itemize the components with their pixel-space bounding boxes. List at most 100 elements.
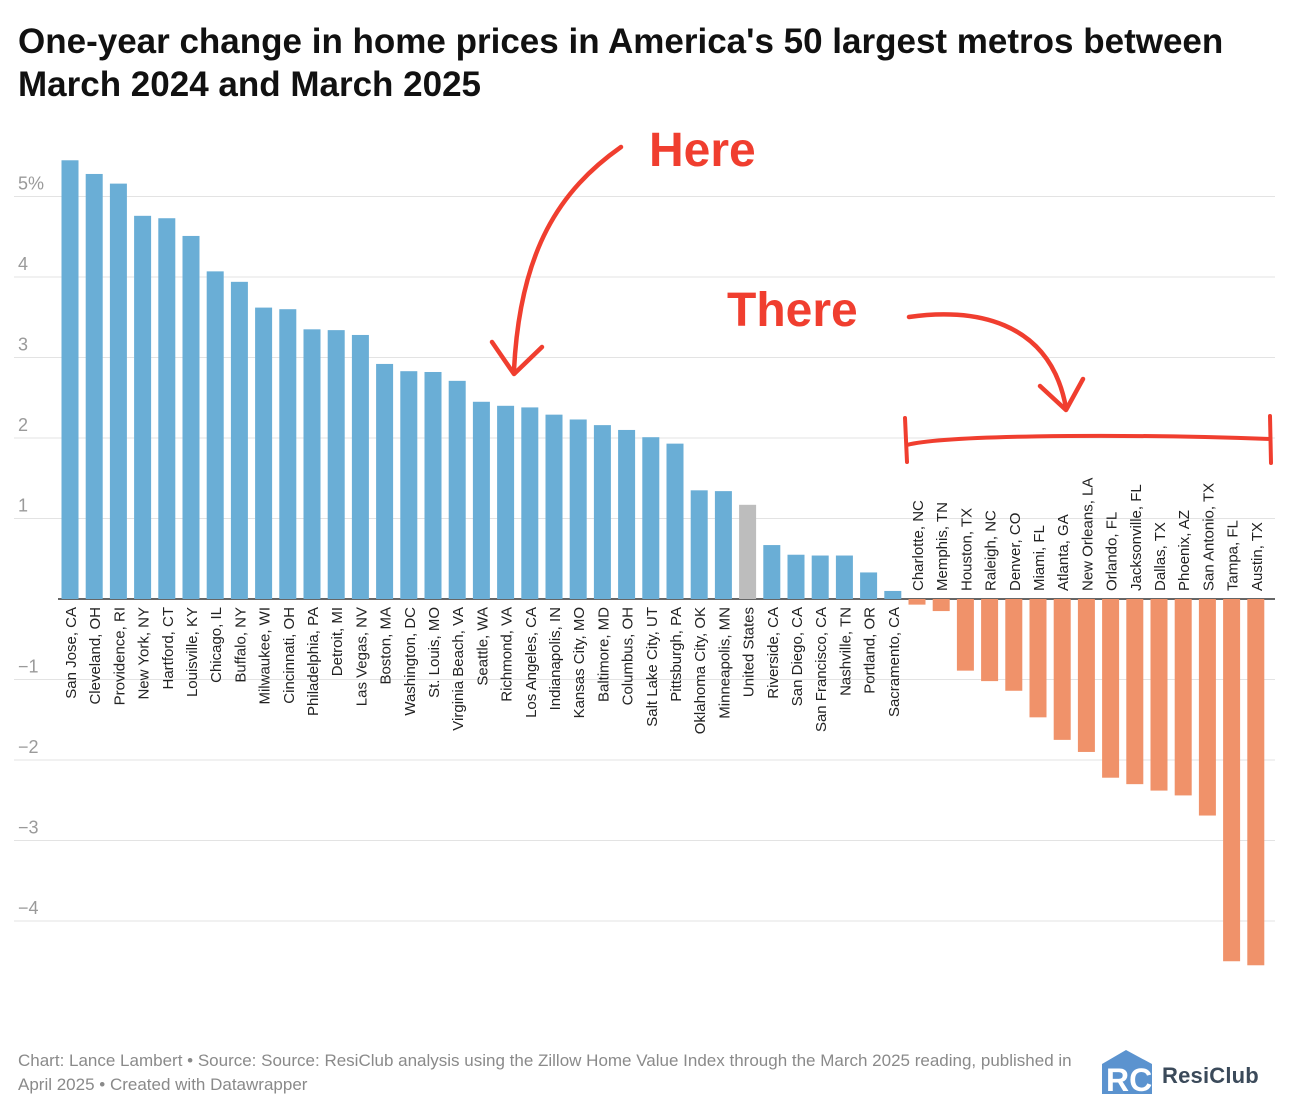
bar: [981, 599, 999, 682]
x-tick-label: Atlanta, GA: [1055, 514, 1072, 591]
bar: [85, 173, 103, 599]
resiclub-logo[interactable]: RC ResiClub: [1098, 1044, 1283, 1096]
bar: [1077, 599, 1095, 752]
x-tick-label: Charlotte, NC: [910, 500, 927, 591]
y-tick-label: −1: [18, 657, 39, 677]
x-tick-label: Riverside, CA: [765, 607, 782, 699]
bar: [811, 555, 829, 599]
bar: [666, 443, 684, 599]
logo-mark: RC: [1106, 1062, 1152, 1096]
x-tick-label: Milwaukee, WI: [257, 607, 274, 705]
bar: [1053, 599, 1071, 740]
x-tick-label: Baltimore, MD: [595, 607, 612, 702]
y-tick-label: 4: [18, 254, 28, 274]
x-tick-label: Las Vegas, NV: [353, 607, 370, 706]
x-tick-label: Dallas, TX: [1152, 522, 1169, 591]
here-arrow: [511, 144, 624, 373]
x-tick-label: Detroit, MI: [329, 607, 346, 676]
y-tick-label: −2: [18, 737, 39, 757]
x-tick-label: Columbus, OH: [620, 607, 637, 705]
bar: [1126, 599, 1144, 785]
x-tick-label: Miami, FL: [1031, 525, 1048, 591]
bracket-icon: [903, 414, 1273, 465]
x-tick-label: Cleveland, OH: [87, 607, 104, 705]
bar: [448, 380, 466, 599]
y-tick-label: −3: [18, 818, 39, 838]
x-tick-label: Los Angeles, CA: [523, 607, 540, 718]
bar: [1174, 599, 1192, 796]
x-tick-label: Indianapolis, IN: [547, 607, 564, 710]
y-tick-label: 1: [18, 496, 28, 516]
bar: [1247, 599, 1265, 966]
x-tick-label: Nashville, TN: [837, 607, 854, 696]
bar: [860, 572, 878, 599]
bar: [472, 401, 490, 599]
x-tick-label: United States: [741, 607, 758, 697]
x-tick-label: Providence, RI: [111, 607, 128, 705]
bar: [1198, 599, 1216, 816]
x-tick-label: Tampa, FL: [1225, 520, 1242, 591]
bar: [618, 429, 636, 599]
x-tick-label: Kansas City, MO: [571, 607, 588, 718]
x-tick-label: Jacksonville, FL: [1128, 484, 1145, 591]
x-tick-label: Buffalo, NY: [232, 607, 249, 683]
bar: [690, 490, 708, 599]
x-tick-label: St. Louis, MO: [426, 607, 443, 698]
bar: [230, 281, 248, 599]
bar: [884, 590, 902, 599]
bar: [1150, 599, 1168, 791]
y-tick-label: 3: [18, 335, 28, 355]
logo-name: ResiClub: [1162, 1063, 1259, 1088]
bar-chart: 5% 4 3 2 1 −1 −2 −3 −4 San Jose, CA Cleveland, OH…: [14, 124, 1275, 966]
annotation-there: There: [727, 284, 858, 337]
there-arrow: [906, 312, 1069, 411]
bar: [521, 407, 539, 599]
annotations: Here There: [489, 124, 1273, 465]
x-tick-label: New Orleans, LA: [1079, 478, 1096, 591]
x-tick-label: San Jose, CA: [63, 607, 80, 699]
bar: [255, 307, 273, 599]
x-tick-label: New York, NY: [136, 607, 153, 700]
chart-credit: Chart: Lance Lambert • Source: Source: R…: [18, 1051, 1072, 1094]
x-tick-label: Houston, TX: [958, 508, 975, 591]
x-tick-label: Philadelphia, PA: [305, 607, 322, 716]
x-tick-label: Seattle, WA: [474, 607, 491, 686]
x-tick-label: Orlando, FL: [1104, 512, 1121, 591]
bar: [424, 371, 442, 599]
bar: [569, 419, 587, 599]
x-tick-label: Sacramento, CA: [886, 607, 903, 717]
bar: [327, 330, 345, 599]
bar: [1223, 599, 1241, 962]
y-tick-label: 5%: [18, 174, 44, 194]
there-arrowhead: [1037, 376, 1086, 413]
bar: [763, 545, 781, 599]
bar: [1102, 599, 1120, 778]
bar: [303, 329, 321, 599]
x-tick-label: San Francisco, CA: [813, 607, 830, 732]
bar: [1005, 599, 1023, 691]
x-tick-label: Austin, TX: [1249, 522, 1266, 591]
annotation-here: Here: [649, 124, 756, 177]
y-tick-label: 2: [18, 415, 28, 435]
x-tick-label: Virginia Beach, VA: [450, 607, 467, 731]
bar: [835, 555, 853, 599]
bar: [642, 437, 660, 599]
x-tick-label: Denver, CO: [1007, 513, 1024, 591]
bar: [400, 371, 418, 599]
bar: [206, 271, 224, 599]
gridlines: 5% 4 3 2 1 −1 −2 −3 −4: [14, 174, 1275, 922]
bar: [182, 235, 200, 599]
bar: [1029, 599, 1047, 718]
bar: [109, 183, 127, 599]
bars: [61, 160, 1265, 966]
x-tick-label: Phoenix, AZ: [1176, 510, 1193, 591]
chart-title: One-year change in home prices in Americ…: [18, 22, 1224, 104]
resiclub-logo-icon: RC: [1102, 1050, 1152, 1096]
bar: [497, 405, 515, 599]
x-tick-label: Salt Lake City, UT: [644, 607, 661, 727]
bar: [593, 425, 611, 599]
bar: [134, 215, 152, 599]
y-tick-label: −4: [18, 898, 39, 918]
x-tick-label: Hartford, CT: [160, 607, 177, 690]
x-tick-label: Oklahoma City, OK: [692, 607, 709, 734]
